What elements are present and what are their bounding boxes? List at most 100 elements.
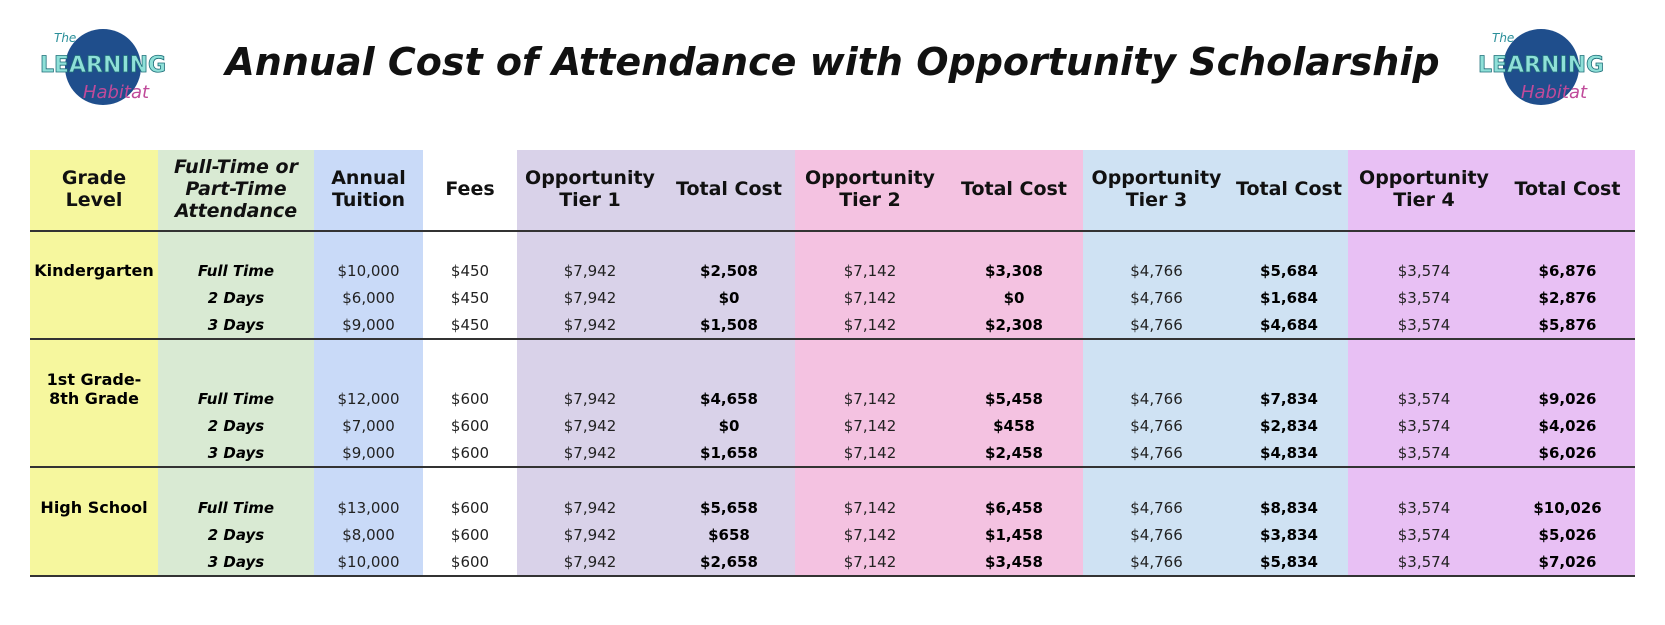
cell: $6,876 xyxy=(1538,262,1597,280)
cell: $3,458 xyxy=(985,553,1043,571)
column-header: Total Cost xyxy=(1236,178,1342,201)
cell: $0 xyxy=(718,417,740,435)
cell: $3,574 xyxy=(1397,499,1451,517)
column-band xyxy=(314,150,423,575)
cell: $7,142 xyxy=(843,262,897,280)
logo-small: The xyxy=(54,31,76,45)
cell: $8,834 xyxy=(1260,499,1318,517)
cell: $2,508 xyxy=(700,262,758,280)
cell: $7,000 xyxy=(342,417,395,435)
cell: $3,574 xyxy=(1397,316,1451,334)
cell: $4,766 xyxy=(1130,444,1183,462)
cell: $7,942 xyxy=(563,499,617,517)
cell: $7,142 xyxy=(843,390,897,408)
cell: $7,942 xyxy=(563,262,617,280)
cell: $3,574 xyxy=(1397,262,1451,280)
logo-script: Habitat xyxy=(83,82,150,103)
logo-right: The LEARNING Habitat xyxy=(1478,29,1604,105)
cell: $7,142 xyxy=(843,289,897,307)
column-header: Annual Tuition xyxy=(331,167,406,211)
group-rule xyxy=(30,338,1635,340)
cell: $4,766 xyxy=(1130,499,1183,517)
column-header: Opportunity Tier 3 xyxy=(1091,167,1222,211)
cell: $4,766 xyxy=(1130,553,1183,571)
cell: $2,834 xyxy=(1260,417,1318,435)
cell: $3,308 xyxy=(985,262,1043,280)
cell: $9,000 xyxy=(342,316,395,334)
cell: $450 xyxy=(450,262,490,280)
cell: $658 xyxy=(708,526,750,544)
cell: $7,942 xyxy=(563,444,617,462)
cell: $4,766 xyxy=(1130,289,1183,307)
cell: $6,458 xyxy=(985,499,1043,517)
logo-left: The LEARNING Habitat xyxy=(40,29,166,105)
cell: $6,000 xyxy=(342,289,395,307)
cell: $3,574 xyxy=(1397,526,1451,544)
column-header: Full-Time or Part-Time Attendance xyxy=(173,156,298,222)
group-rule xyxy=(30,466,1635,468)
cell: $4,684 xyxy=(1260,316,1318,334)
column-header: Total Cost xyxy=(1514,178,1621,201)
cell: $7,142 xyxy=(843,316,897,334)
cell: $3,574 xyxy=(1397,553,1451,571)
attendance: Full Time xyxy=(197,390,275,408)
cell: $7,942 xyxy=(563,417,617,435)
cell: $4,766 xyxy=(1130,417,1183,435)
cell: $7,026 xyxy=(1538,553,1597,571)
cell: $1,658 xyxy=(700,444,758,462)
logo-script: Habitat xyxy=(1521,82,1588,103)
cell: $458 xyxy=(993,417,1035,435)
cell: $5,684 xyxy=(1260,262,1318,280)
cell: $1,458 xyxy=(985,526,1043,544)
cell: $0 xyxy=(718,289,740,307)
cell: $10,000 xyxy=(337,553,400,571)
cell: $3,574 xyxy=(1397,417,1451,435)
cell: $4,026 xyxy=(1538,417,1597,435)
column-band xyxy=(517,150,795,575)
column-header: Fees xyxy=(445,178,495,201)
column-band xyxy=(158,150,314,575)
cell: $13,000 xyxy=(337,499,400,517)
attendance: 2 Days xyxy=(207,417,265,435)
cell: $5,458 xyxy=(985,390,1043,408)
cell: $3,574 xyxy=(1397,390,1451,408)
cell: $2,658 xyxy=(700,553,758,571)
cell: $4,766 xyxy=(1130,316,1183,334)
cell: $3,574 xyxy=(1397,289,1451,307)
column-header: Opportunity Tier 4 xyxy=(1359,167,1489,211)
header-rule xyxy=(30,230,1635,232)
group-rule xyxy=(30,575,1635,577)
column-band xyxy=(30,150,158,575)
cell: $7,942 xyxy=(563,390,617,408)
attendance: 2 Days xyxy=(207,526,265,544)
cell: $4,658 xyxy=(700,390,758,408)
cell: $7,942 xyxy=(563,289,617,307)
cell: $1,508 xyxy=(700,316,758,334)
cell: $7,834 xyxy=(1260,390,1318,408)
attendance: Full Time xyxy=(197,499,275,517)
cell: $4,766 xyxy=(1130,390,1183,408)
cell: $9,026 xyxy=(1538,390,1597,408)
cell: $1,684 xyxy=(1260,289,1318,307)
cell: $600 xyxy=(450,553,490,571)
cell: $7,942 xyxy=(563,553,617,571)
logo-main: LEARNING xyxy=(40,53,166,78)
attendance: Full Time xyxy=(197,262,275,280)
cell: $600 xyxy=(450,444,490,462)
attendance: 3 Days xyxy=(207,316,265,334)
cell: $7,142 xyxy=(843,553,897,571)
column-header: Grade Level xyxy=(61,167,127,211)
attendance: 3 Days xyxy=(207,553,265,571)
attendance: 3 Days xyxy=(207,444,265,462)
cell: $5,658 xyxy=(700,499,758,517)
cell: $5,834 xyxy=(1260,553,1318,571)
cell: $5,876 xyxy=(1538,316,1597,334)
cell: $3,834 xyxy=(1260,526,1318,544)
cell: $600 xyxy=(450,417,490,435)
cell: $7,142 xyxy=(843,499,897,517)
cell: $450 xyxy=(450,289,490,307)
cell: $600 xyxy=(450,390,490,408)
attendance: 2 Days xyxy=(207,289,265,307)
logo-main: LEARNING xyxy=(1478,53,1604,78)
cell: $2,876 xyxy=(1538,289,1597,307)
